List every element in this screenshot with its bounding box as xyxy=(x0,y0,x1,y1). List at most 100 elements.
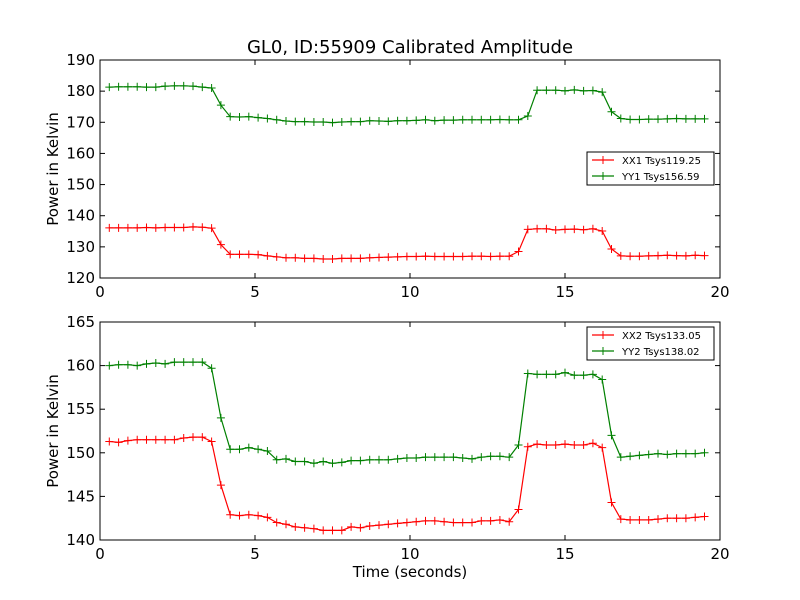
data-point-yy1 xyxy=(114,82,123,91)
top-x-tick-label: 5 xyxy=(250,283,260,301)
data-point-xx2 xyxy=(598,443,607,452)
data-point-xx1 xyxy=(142,223,151,232)
data-point-yy1 xyxy=(216,101,225,110)
data-point-xx1 xyxy=(681,251,690,260)
chart-title: GL0, ID:55909 Calibrated Amplitude xyxy=(247,37,573,58)
data-point-yy2 xyxy=(616,453,625,462)
data-point-yy2 xyxy=(495,452,504,461)
data-point-yy1 xyxy=(384,117,393,126)
data-point-xx2 xyxy=(105,437,114,446)
data-point-xx2 xyxy=(616,515,625,524)
data-point-yy1 xyxy=(142,83,151,92)
data-point-xx1 xyxy=(598,226,607,235)
data-point-xx1 xyxy=(244,250,253,259)
data-point-xx1 xyxy=(198,223,207,232)
data-point-yy2 xyxy=(384,455,393,464)
data-point-xx1 xyxy=(133,223,142,232)
data-point-xx1 xyxy=(300,254,309,263)
data-point-xx1 xyxy=(440,252,449,261)
data-point-yy1 xyxy=(412,116,421,125)
data-point-xx2 xyxy=(151,435,160,444)
data-point-xx2 xyxy=(412,517,421,526)
data-point-yy1 xyxy=(170,81,179,90)
data-point-yy1 xyxy=(430,116,439,125)
top-y-axis-label: Power in Kelvin xyxy=(44,112,62,226)
bottom-y-tick-label: 165 xyxy=(66,313,95,331)
data-point-yy2 xyxy=(523,369,532,378)
data-point-xx1 xyxy=(635,252,644,261)
data-point-xx2 xyxy=(542,440,551,449)
data-point-xx1 xyxy=(347,254,356,263)
data-point-xx1 xyxy=(226,250,235,259)
top-y-tick-label: 150 xyxy=(66,176,95,194)
data-point-xx1 xyxy=(207,224,216,233)
data-point-xx2 xyxy=(663,514,672,523)
data-point-xx2 xyxy=(681,514,690,523)
data-point-yy2 xyxy=(514,440,523,449)
bottom-plot-frame xyxy=(99,321,721,541)
top-plot-series xyxy=(105,81,709,264)
data-point-xx2 xyxy=(142,435,151,444)
data-point-xx2 xyxy=(561,440,569,449)
data-point-xx2 xyxy=(440,517,449,526)
data-point-xx2 xyxy=(244,510,253,519)
data-point-xx1 xyxy=(505,252,514,261)
data-point-xx2 xyxy=(282,520,290,529)
bottom-y-tick-label: 160 xyxy=(66,357,95,375)
top-y-tick-label: 170 xyxy=(66,113,95,131)
data-point-yy1 xyxy=(635,115,644,124)
bottom-y-tick-label: 140 xyxy=(66,531,95,549)
data-point-xx1 xyxy=(691,251,700,260)
data-point-yy2 xyxy=(263,447,272,456)
data-point-yy2 xyxy=(114,360,123,369)
data-point-yy2 xyxy=(291,457,300,466)
data-point-xx2 xyxy=(468,518,476,527)
data-point-xx1 xyxy=(626,252,635,261)
data-point-xx1 xyxy=(319,255,328,264)
data-point-yy2 xyxy=(607,431,616,440)
bottom-y-tick-label: 155 xyxy=(66,400,95,418)
data-point-xx2 xyxy=(291,522,300,531)
data-point-xx2 xyxy=(170,435,179,444)
data-point-yy1 xyxy=(123,82,132,91)
data-point-yy2 xyxy=(505,453,514,462)
data-point-yy2 xyxy=(570,371,579,380)
data-point-yy1 xyxy=(700,114,709,123)
bottom-plot-ticks: 0 5 10 15 20 140 145 150 155 160 165 xyxy=(66,313,729,563)
data-point-xx1 xyxy=(644,251,653,260)
data-point-yy2 xyxy=(635,451,644,460)
data-point-xx2 xyxy=(495,515,504,524)
top-y-tick-label: 160 xyxy=(66,144,95,162)
data-point-xx1 xyxy=(189,222,197,231)
bottom-legend-box xyxy=(586,326,715,361)
data-point-xx1 xyxy=(449,252,458,261)
data-point-yy1 xyxy=(551,86,560,95)
top-x-tick-label: 20 xyxy=(710,283,729,301)
legend-marker-yy2 xyxy=(599,347,607,355)
legend-marker-xx2 xyxy=(599,331,607,339)
data-point-yy2 xyxy=(198,358,207,367)
bottom-plot-series xyxy=(105,358,709,535)
data-point-xx2 xyxy=(319,526,328,535)
data-point-yy1 xyxy=(198,83,207,92)
data-point-xx1 xyxy=(654,251,662,260)
data-point-yy1 xyxy=(328,118,337,127)
data-point-yy2 xyxy=(161,359,170,368)
data-point-xx2 xyxy=(700,512,709,521)
top-y-tick-label: 120 xyxy=(66,269,95,287)
data-point-xx2 xyxy=(458,518,467,527)
data-point-xx1 xyxy=(402,252,411,261)
data-point-yy2 xyxy=(170,358,179,367)
data-point-yy1 xyxy=(244,112,253,121)
data-point-xx2 xyxy=(347,522,356,531)
data-point-yy2 xyxy=(458,454,467,463)
data-point-xx2 xyxy=(114,438,123,447)
bottom-x-tick-label: 15 xyxy=(555,545,574,563)
data-point-xx2 xyxy=(198,433,207,442)
bottom-y-tick-label: 145 xyxy=(66,487,95,505)
data-point-yy1 xyxy=(505,115,514,124)
legend-label-yy2: YY2 Tsys138.02 xyxy=(621,347,700,358)
top-x-tick-label: 10 xyxy=(400,283,419,301)
x-axis-label: Time (seconds) xyxy=(352,563,468,581)
